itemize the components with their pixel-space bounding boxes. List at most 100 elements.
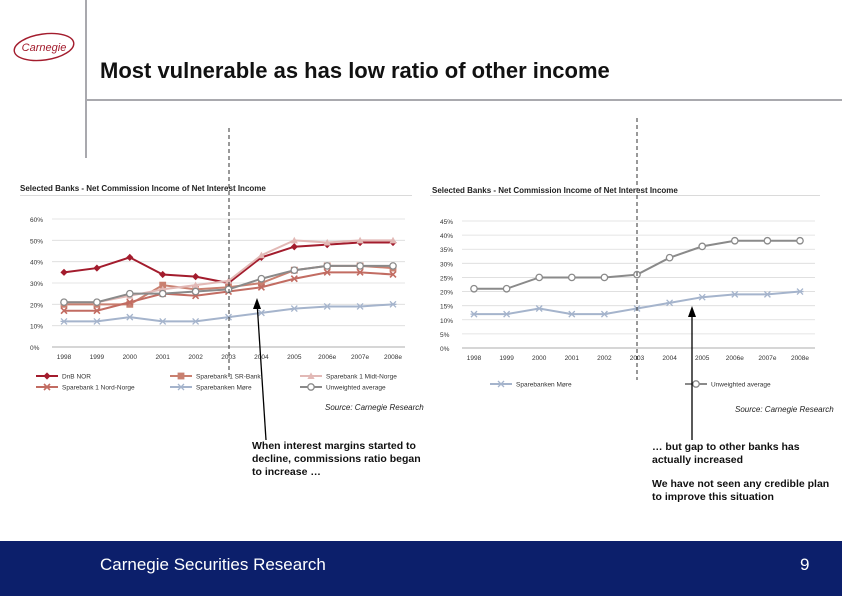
legend-marker: [307, 383, 315, 391]
chart2-source: Source: Carnegie Research: [735, 405, 834, 414]
data-point-sparebank-1-nord-norge: [93, 307, 101, 315]
data-point-sparebank-1-sr-bank: [258, 279, 265, 287]
x-tick-label: 2000: [532, 355, 547, 362]
x-tick-label: 1999: [499, 355, 514, 362]
data-point-unweighted-average: [535, 273, 544, 282]
y-tick-label: 45%: [440, 219, 453, 226]
y-tick-label: 10%: [30, 324, 43, 331]
legend-label: Sparebank 1 Midt-Norge: [326, 374, 397, 381]
data-point-sparebank-1-nord-norge: [389, 270, 397, 279]
data-point-sparebanken-more: [356, 303, 364, 310]
header-vertical-rule: [85, 0, 87, 158]
data-point-unweighted-average: [796, 236, 804, 245]
data-point-sparebank-1-midt-norge: [389, 236, 397, 244]
x-tick-label: 2008e: [791, 355, 809, 362]
legend-marker: [43, 383, 51, 391]
y-tick-label: 20%: [30, 302, 43, 309]
legend-marker: [43, 372, 51, 380]
x-tick-label: 2008e: [384, 354, 402, 361]
x-tick-label: 2004: [662, 355, 677, 362]
y-tick-label: 50%: [30, 238, 43, 245]
data-point-unweighted-average: [158, 289, 167, 298]
data-point-dnb-nor: [93, 264, 101, 272]
legend-label: Unweighted average: [711, 382, 771, 389]
data-point-sparebank-1-nord-norge: [257, 283, 265, 291]
data-point-sparebanken-more: [60, 317, 68, 325]
carnegie-logo: Carnegie: [13, 32, 75, 62]
data-point-sparebanken-more: [600, 310, 608, 318]
data-point-sparebanken-more: [93, 317, 101, 325]
y-tick-label: 30%: [30, 281, 43, 288]
data-point-sparebanken-more: [290, 305, 298, 313]
data-point-dnb-nor: [290, 243, 298, 251]
data-point-sparebanken-more: [323, 303, 331, 310]
data-point-unweighted-average: [567, 273, 576, 282]
annotation-overlay: [228, 118, 696, 441]
x-tick-label: 2001: [155, 354, 170, 361]
x-tick-label: 2001: [565, 355, 580, 362]
data-point-sparebanken-more: [731, 290, 739, 298]
data-point-sparebank-1-sr-bank: [126, 300, 134, 308]
y-tick-label: 60%: [30, 217, 43, 224]
legend-marker: [177, 383, 185, 391]
data-point-unweighted-average: [290, 266, 299, 275]
x-tick-label: 2005: [695, 355, 710, 362]
data-point-sparebanken-more: [568, 310, 576, 318]
legend-label: DnB NOR: [62, 374, 91, 381]
y-tick-label: 15%: [440, 304, 453, 311]
page-number: 9: [800, 555, 810, 574]
y-tick-label: 0%: [30, 345, 40, 352]
data-point-sparebank-1-nord-norge: [60, 307, 68, 315]
y-tick-label: 5%: [440, 332, 450, 339]
data-point-unweighted-average: [60, 298, 68, 307]
footer-text: Carnegie Securities Research: [100, 555, 326, 574]
x-tick-label: 1998: [57, 354, 72, 361]
data-point-sparebank-1-midt-norge: [323, 238, 331, 246]
x-tick-label: 2007e: [351, 354, 369, 361]
arrow-left: [256, 301, 267, 441]
data-point-sparebanken-more: [126, 313, 134, 321]
data-point-sparebank-1-midt-norge: [290, 236, 298, 244]
x-tick-label: 1999: [90, 354, 105, 361]
data-point-unweighted-average: [665, 253, 674, 262]
data-point-sparebanken-more: [698, 293, 706, 301]
y-tick-label: 10%: [440, 318, 453, 325]
data-point-unweighted-average: [730, 236, 739, 245]
x-tick-label: 2005: [287, 354, 302, 361]
x-tick-label: 2002: [597, 355, 612, 362]
x-tick-label: 2000: [123, 354, 138, 361]
x-tick-label: 2004: [254, 354, 269, 361]
data-point-sparebank-1-sr-bank: [159, 281, 167, 289]
y-tick-label: 20%: [440, 290, 453, 297]
data-point-sparebank-1-nord-norge: [126, 298, 134, 306]
data-point-sparebank-1-midt-norge: [192, 281, 200, 289]
data-point-sparebanken-more: [535, 305, 543, 312]
data-point-unweighted-average: [600, 273, 609, 282]
legend-label: Sparebanken Møre: [516, 382, 572, 389]
data-point-unweighted-average: [191, 287, 200, 296]
annotation-right-1: … but gap to other banks has actually in…: [652, 441, 800, 466]
data-point-sparebanken-more: [503, 310, 511, 318]
data-point-sparebanken-more: [257, 309, 265, 317]
data-point-sparebanken-more: [763, 290, 771, 298]
legend-label: Unweighted average: [326, 385, 386, 392]
logo-text: Carnegie: [22, 42, 67, 54]
data-point-unweighted-average: [93, 298, 101, 307]
data-point-unweighted-average: [323, 262, 332, 270]
data-point-sparebanken-more: [796, 288, 804, 296]
y-tick-label: 25%: [440, 275, 453, 282]
arrowhead-left: [253, 298, 261, 309]
x-tick-label: 2003: [221, 354, 236, 361]
data-point-sparebank-1-midt-norge: [356, 236, 364, 244]
data-point-unweighted-average: [356, 262, 364, 270]
y-tick-label: 40%: [440, 233, 453, 240]
chart2: 45% 40% 35% 30% 25% 20% 15% 10% 5% 0% 1998 1999 200…: [430, 195, 820, 389]
x-tick-label: 2006e: [726, 355, 744, 362]
x-tick-label: 2006e: [318, 354, 336, 361]
data-point-sparebanken-more: [192, 317, 200, 325]
data-point-unweighted-average: [257, 274, 266, 283]
legend-marker: [177, 372, 185, 380]
data-point-unweighted-average: [698, 242, 707, 251]
chart2-title: Selected Banks - Net Commission Income o…: [432, 186, 678, 195]
legend-label: Sparebanken Møre: [196, 385, 252, 392]
